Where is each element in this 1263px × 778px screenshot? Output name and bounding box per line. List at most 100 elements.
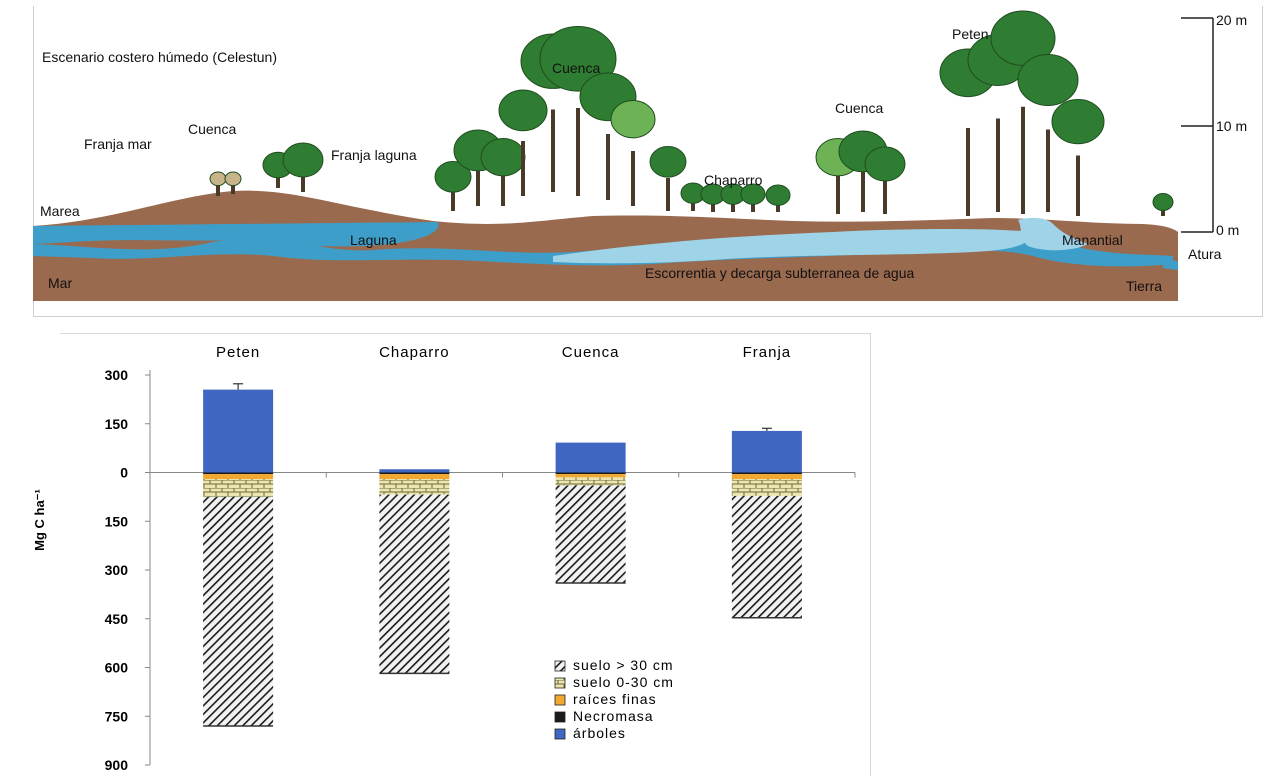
tree-trunk xyxy=(451,186,455,211)
tree-trunk xyxy=(836,175,840,214)
y-tick-label: 300 xyxy=(105,562,129,578)
y-tick-label: 600 xyxy=(105,660,129,676)
tree-trunk xyxy=(521,141,525,196)
bar-segment xyxy=(731,479,802,496)
diagram-title: Escenario costero húmedo (Celestun) xyxy=(42,49,278,65)
bar-segment xyxy=(379,494,450,674)
groundwater-flow-light xyxy=(553,229,1033,264)
tree-crown xyxy=(224,171,242,187)
bar-segment xyxy=(203,472,274,475)
bar-segment xyxy=(379,472,450,475)
label-manantial: Manantial xyxy=(1062,232,1123,248)
chart-plot-area: 300 150 0 150 300 450 600 750 900 Peten Chaparro Cu… xyxy=(105,344,856,773)
category-label: Peten xyxy=(216,344,260,361)
tree-trunk xyxy=(216,183,220,196)
label-peten: Peten xyxy=(952,26,989,42)
tree-crown xyxy=(864,146,906,182)
label-tierra: Tierra xyxy=(1126,278,1163,294)
label-cuenca-2: Cuenca xyxy=(552,60,601,76)
legend-label: suelo 0-30 cm xyxy=(573,674,674,690)
legend-swatch xyxy=(554,677,566,689)
legend-swatch xyxy=(554,728,566,740)
tree-trunk xyxy=(1076,155,1080,216)
legend-label: árboles xyxy=(573,725,626,741)
tree-crown xyxy=(1017,54,1079,106)
soil-profile xyxy=(33,190,1178,301)
tree-trunk xyxy=(231,183,235,194)
bar-segment xyxy=(555,472,626,475)
tree-trunk xyxy=(731,198,735,212)
tree-trunk xyxy=(1021,106,1025,214)
y-tick-label: 900 xyxy=(105,757,129,773)
bar-segment xyxy=(731,474,802,479)
bar-segment xyxy=(379,479,450,495)
bar-segment xyxy=(555,477,626,486)
label-cuenca-1: Cuenca xyxy=(188,121,237,137)
legend-swatch xyxy=(554,694,566,706)
y-tick-label: 0 xyxy=(120,465,128,481)
lagoon xyxy=(33,222,439,247)
label-mar: Mar xyxy=(48,275,73,291)
mangrove-landscape-diagram xyxy=(33,10,1214,301)
tree-trunk xyxy=(691,197,695,211)
tree-crown xyxy=(1152,193,1174,211)
tree-trunk xyxy=(1046,129,1050,212)
bar-segment xyxy=(555,485,626,583)
tree-trunk xyxy=(276,170,280,188)
label-marea: Marea xyxy=(40,203,80,219)
bar-segment xyxy=(555,474,626,478)
trees xyxy=(209,10,1174,216)
tree-trunk xyxy=(501,171,505,206)
tree-trunk xyxy=(631,151,635,206)
scale-10m: 10 m xyxy=(1216,118,1248,134)
height-scale xyxy=(1181,17,1214,233)
tree-crown xyxy=(610,100,656,139)
tree-trunk xyxy=(476,167,480,206)
y-tick-label: 150 xyxy=(105,416,129,432)
tree-crown xyxy=(765,184,791,206)
spring xyxy=(1018,217,1088,251)
bar-segment xyxy=(731,430,802,473)
land-water-edge xyxy=(1163,256,1178,270)
tree-crown xyxy=(740,183,766,205)
label-chaparro: Chaparro xyxy=(704,172,763,188)
tree-crown xyxy=(649,146,687,178)
category-label: Cuenca xyxy=(562,344,620,361)
tree-trunk xyxy=(576,108,580,196)
bar-segment xyxy=(203,496,274,726)
y-tick-label: 750 xyxy=(105,708,129,724)
bar-segment xyxy=(731,472,802,475)
bar-segment xyxy=(379,469,450,473)
legend-label: suelo > 30 cm xyxy=(573,657,674,673)
chart-panel xyxy=(60,333,871,776)
label-franja-mar: Franja mar xyxy=(84,136,152,152)
tree-trunk xyxy=(883,179,887,214)
label-altura: Atura xyxy=(1188,246,1222,262)
tree-trunk xyxy=(966,128,970,216)
y-axis-label: Mg C ha⁻¹ xyxy=(32,489,47,551)
tree-crown xyxy=(434,161,472,193)
bar-segment xyxy=(731,495,802,618)
scale-20m: 20 m xyxy=(1216,12,1248,28)
bar-segment xyxy=(203,474,274,479)
y-tick-label: 450 xyxy=(105,611,129,627)
tree-trunk xyxy=(551,109,555,192)
label-franja-laguna: Franja laguna xyxy=(331,147,417,163)
y-tick-label: 300 xyxy=(105,367,129,383)
scale-0m: 0 m xyxy=(1216,222,1240,238)
bar-segment xyxy=(203,389,274,473)
tree-trunk xyxy=(861,170,865,212)
tree-crown xyxy=(498,89,548,132)
bar-segment xyxy=(203,479,274,497)
legend-label: raíces finas xyxy=(573,691,657,707)
tree-trunk xyxy=(751,198,755,212)
label-escorrentia: Escorrentia y decarga subterranea de agu… xyxy=(645,265,915,281)
label-laguna: Laguna xyxy=(350,232,397,248)
bar-segment xyxy=(379,474,450,479)
category-label: Franja xyxy=(743,344,792,361)
y-tick-label: 150 xyxy=(105,513,129,529)
tree-trunk xyxy=(301,167,305,192)
tree-trunk xyxy=(996,118,1000,212)
category-label: Chaparro xyxy=(379,344,450,361)
